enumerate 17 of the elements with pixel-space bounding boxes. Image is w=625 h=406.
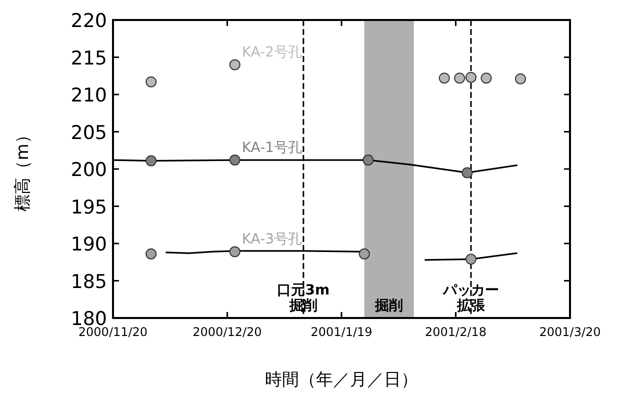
- point: [229, 246, 240, 258]
- point: [146, 76, 157, 88]
- point: [514, 73, 526, 84]
- point: [362, 154, 374, 166]
- point: [229, 59, 240, 70]
- xlabel: 時間（年／月／日）: [265, 370, 418, 390]
- point: [146, 248, 157, 260]
- point: [462, 167, 473, 178]
- point: [358, 248, 370, 260]
- point: [438, 72, 450, 84]
- ylabel: 標高（m）: [13, 126, 33, 212]
- point: [480, 72, 492, 84]
- point: [465, 72, 476, 83]
- point: [146, 155, 157, 166]
- point: [229, 154, 240, 166]
- point: [465, 254, 476, 265]
- point: [454, 72, 466, 84]
